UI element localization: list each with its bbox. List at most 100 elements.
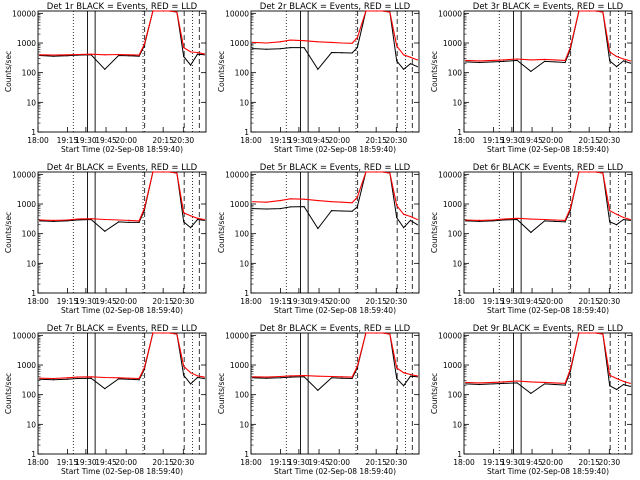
y-tick-label: 10000 xyxy=(12,9,36,18)
y-axis-label: Counts/sec xyxy=(430,51,439,92)
data-point-events xyxy=(128,378,130,380)
panel-title: Det 6r BLACK = Events, RED = LLD xyxy=(473,163,624,173)
y-axis-label: Counts/sec xyxy=(217,373,226,414)
x-tick-label: 20:15 xyxy=(152,136,174,145)
data-point-events xyxy=(183,374,185,376)
data-point-lld xyxy=(183,47,185,49)
data-point-lld xyxy=(279,375,281,378)
data-point-lld xyxy=(66,54,68,56)
y-tick-label: 100 xyxy=(448,69,463,78)
panel-title: Det 3r BLACK = Events, RED = LLD xyxy=(473,2,624,12)
y-axis-label: Counts/sec xyxy=(4,51,13,92)
data-point-lld xyxy=(516,380,518,382)
data-point-lld xyxy=(143,43,145,45)
x-tick-label: 19:30 xyxy=(288,136,310,145)
data-point-lld xyxy=(152,171,154,173)
data-point-lld xyxy=(622,216,625,219)
data-point-lld xyxy=(409,56,412,58)
data-point-lld xyxy=(564,382,566,384)
data-point-lld xyxy=(588,171,590,173)
data-point-lld xyxy=(588,332,590,334)
data-point-lld xyxy=(190,372,192,374)
data-point-lld xyxy=(128,54,130,56)
data-point-lld xyxy=(595,10,597,12)
data-point-lld xyxy=(203,53,205,55)
data-point-lld xyxy=(578,332,580,334)
data-point-lld xyxy=(409,215,412,218)
data-point-lld xyxy=(578,171,580,173)
y-tick-label: 10000 xyxy=(225,331,249,340)
data-point-lld xyxy=(265,376,267,378)
data-point-lld xyxy=(90,218,92,220)
data-point-lld xyxy=(465,59,467,61)
x-tick-label: 19:15 xyxy=(57,136,79,145)
x-tick-label: 20:00 xyxy=(328,458,350,467)
y-axis-label: Counts/sec xyxy=(4,373,13,414)
data-point-events xyxy=(196,376,199,379)
x-tick-label: 20:15 xyxy=(365,297,387,306)
x-tick-label: 18:00 xyxy=(27,458,49,467)
data-point-events xyxy=(502,60,505,62)
data-point-lld xyxy=(602,333,604,335)
y-axis-label: Counts/sec xyxy=(430,212,439,253)
y-axis-label: Counts/sec xyxy=(4,212,13,253)
panel-8: Det 8r BLACK = Events, RED = LLD 1 10 100 10… xyxy=(217,324,420,476)
data-point-lld xyxy=(351,42,353,44)
data-point-events xyxy=(409,375,412,377)
data-point-lld xyxy=(104,54,106,56)
y-tick-label: 10 xyxy=(452,420,462,429)
y-tick-label: 1000 xyxy=(17,200,36,209)
data-point-lld xyxy=(569,47,571,49)
data-point-lld xyxy=(554,382,556,384)
data-point-events xyxy=(396,377,398,380)
plot-frame xyxy=(250,10,420,133)
data-point-events xyxy=(303,376,305,378)
y-tick-label: 10000 xyxy=(438,331,462,340)
data-point-lld xyxy=(252,376,254,378)
panel-title: Det 5r BLACK = Events, RED = LLD xyxy=(260,163,411,173)
x-tick-label: 19:45 xyxy=(308,458,330,467)
data-point-events xyxy=(104,388,106,390)
y-tick-label: 10 xyxy=(239,98,249,107)
data-point-lld xyxy=(117,377,120,379)
y-tick-label: 1000 xyxy=(230,39,249,48)
y-tick-label: 10000 xyxy=(438,9,462,18)
data-point-lld xyxy=(588,10,590,12)
data-point-events xyxy=(403,385,405,387)
data-point-lld xyxy=(465,381,467,383)
data-point-lld xyxy=(530,381,532,383)
y-tick-label: 10000 xyxy=(225,170,249,179)
y-tick-label: 1 xyxy=(244,289,249,298)
y-axis-label: Counts/sec xyxy=(430,373,439,414)
data-point-lld xyxy=(152,332,154,334)
data-point-lld xyxy=(330,41,333,43)
x-tick-label: 19:30 xyxy=(75,297,97,306)
panel-title: Det 9r BLACK = Events, RED = LLD xyxy=(473,324,624,334)
data-point-events xyxy=(564,384,566,386)
data-point-lld xyxy=(554,59,556,61)
data-point-lld xyxy=(478,382,480,384)
series-line-lld xyxy=(252,332,418,378)
panel-3: Det 3r BLACK = Events, RED = LLD 1 10 100 10… xyxy=(430,2,633,154)
data-point-lld xyxy=(143,367,145,369)
plot-frame xyxy=(37,171,207,294)
data-point-lld xyxy=(265,42,267,44)
series-line-lld xyxy=(465,10,631,62)
data-point-events xyxy=(66,378,68,380)
x-tick-label: 19:15 xyxy=(483,297,505,306)
data-point-lld xyxy=(365,171,367,173)
data-point-lld xyxy=(622,380,625,383)
panel-title: Det 8r BLACK = Events, RED = LLD xyxy=(260,324,411,334)
data-point-events xyxy=(341,210,343,212)
data-point-lld xyxy=(543,381,546,383)
data-point-events xyxy=(609,60,611,62)
series-line-events xyxy=(39,10,205,71)
plot-frame xyxy=(37,332,207,455)
data-point-events xyxy=(465,383,467,385)
data-point-lld xyxy=(609,374,611,376)
data-point-lld xyxy=(52,377,55,380)
series-line-events xyxy=(465,332,631,395)
data-point-events xyxy=(478,61,480,64)
data-point-events xyxy=(279,48,281,50)
